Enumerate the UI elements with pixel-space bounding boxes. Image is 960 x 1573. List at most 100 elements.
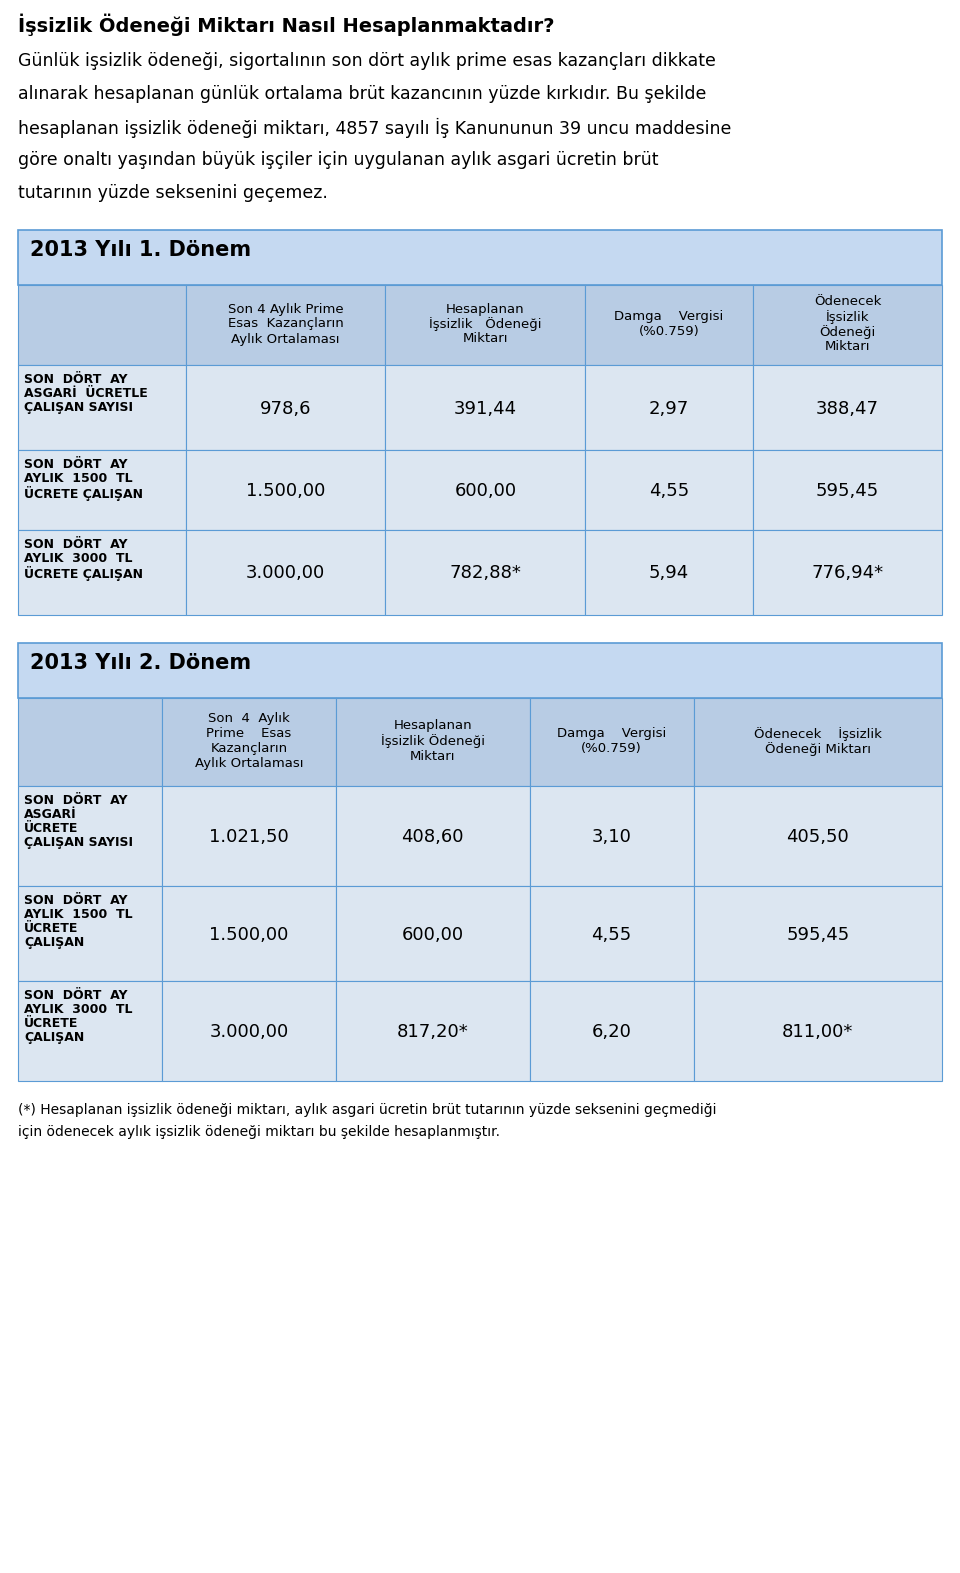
FancyBboxPatch shape [694,886,942,982]
Text: AYLIK  3000  TL: AYLIK 3000 TL [24,552,132,565]
FancyBboxPatch shape [18,365,185,450]
Text: alınarak hesaplanan günlük ortalama brüt kazancının yüzde kırkıdır. Bu şekilde: alınarak hesaplanan günlük ortalama brüt… [18,85,707,102]
FancyBboxPatch shape [385,450,586,530]
FancyBboxPatch shape [18,643,942,698]
FancyBboxPatch shape [162,886,336,982]
Text: ÜCRETE: ÜCRETE [24,1018,79,1030]
FancyBboxPatch shape [530,886,694,982]
Text: 391,44: 391,44 [454,400,517,417]
Text: SON  DÖRT  AY: SON DÖRT AY [24,989,128,1002]
FancyBboxPatch shape [586,365,753,450]
Text: ÜCRETE: ÜCRETE [24,823,79,835]
Text: 600,00: 600,00 [454,481,516,500]
Text: 408,60: 408,60 [401,827,464,846]
Text: (*) Hesaplanan işsizlik ödeneği miktarı, aylık asgari ücretin brüt tutarının yüz: (*) Hesaplanan işsizlik ödeneği miktarı,… [18,1103,716,1117]
Text: (%0.759): (%0.759) [638,326,700,338]
Text: İşsizlik Ödeneği: İşsizlik Ödeneği [381,735,485,749]
FancyBboxPatch shape [336,786,530,886]
Text: 3.000,00: 3.000,00 [246,565,325,582]
Text: ÇALIŞAN SAYISI: ÇALIŞAN SAYISI [24,835,133,849]
FancyBboxPatch shape [162,982,336,1081]
Text: İşsizlik Ödeneği Miktarı Nasıl Hesaplanmaktadır?: İşsizlik Ödeneği Miktarı Nasıl Hesaplanm… [18,14,555,36]
Text: 1.500,00: 1.500,00 [209,925,289,944]
Text: ÜCRETE ÇALIŞAN: ÜCRETE ÇALIŞAN [24,566,143,580]
FancyBboxPatch shape [18,982,162,1081]
Text: Esas  Kazançların: Esas Kazançların [228,318,344,330]
Text: ÜCRETE ÇALIŞAN: ÜCRETE ÇALIŞAN [24,486,143,500]
Text: Miktarı: Miktarı [825,340,870,352]
Text: Kazançların: Kazançların [210,742,288,755]
Text: 782,88*: 782,88* [449,565,521,582]
Text: ÇALIŞAN: ÇALIŞAN [24,936,84,949]
FancyBboxPatch shape [18,285,185,365]
FancyBboxPatch shape [162,698,336,786]
FancyBboxPatch shape [18,230,942,285]
Text: Damga    Vergisi: Damga Vergisi [557,727,666,739]
Text: 6,20: 6,20 [591,1022,632,1041]
Text: 4,55: 4,55 [591,925,632,944]
Text: SON  DÖRT  AY: SON DÖRT AY [24,794,128,807]
Text: 2013 Yılı 2. Dönem: 2013 Yılı 2. Dönem [30,653,252,673]
Text: için ödenecek aylık işsizlik ödeneği miktarı bu şekilde hesaplanmıştır.: için ödenecek aylık işsizlik ödeneği mik… [18,1125,500,1139]
FancyBboxPatch shape [694,698,942,786]
Text: 5,94: 5,94 [649,565,689,582]
FancyBboxPatch shape [530,982,694,1081]
FancyBboxPatch shape [336,698,530,786]
Text: ÇALIŞAN SAYISI: ÇALIŞAN SAYISI [24,401,133,414]
FancyBboxPatch shape [385,365,586,450]
Text: Aylık Ortalaması: Aylık Ortalaması [231,332,340,346]
Text: 405,50: 405,50 [786,827,850,846]
Text: AYLIK  1500  TL: AYLIK 1500 TL [24,472,132,484]
Text: Hesaplanan: Hesaplanan [394,719,472,733]
Text: Ödenecek: Ödenecek [814,296,881,308]
Text: 1.500,00: 1.500,00 [246,481,325,500]
Text: ASGARİ: ASGARİ [24,809,77,821]
FancyBboxPatch shape [185,450,385,530]
Text: Ödeneği Miktarı: Ödeneği Miktarı [765,742,871,757]
Text: ÇALIŞAN: ÇALIŞAN [24,1030,84,1044]
FancyBboxPatch shape [753,285,942,365]
FancyBboxPatch shape [185,285,385,365]
Text: AYLIK  3000  TL: AYLIK 3000 TL [24,1004,132,1016]
FancyBboxPatch shape [753,450,942,530]
Text: 2013 Yılı 1. Dönem: 2013 Yılı 1. Dönem [30,241,252,260]
FancyBboxPatch shape [586,285,753,365]
FancyBboxPatch shape [586,530,753,615]
Text: Miktarı: Miktarı [463,332,508,346]
Text: 3,10: 3,10 [591,827,632,846]
Text: Ödeneği: Ödeneği [819,326,876,338]
Text: SON  DÖRT  AY: SON DÖRT AY [24,373,128,385]
Text: Prime    Esas: Prime Esas [206,727,292,739]
Text: ÜCRETE: ÜCRETE [24,922,79,934]
Text: Miktarı: Miktarı [410,749,456,763]
FancyBboxPatch shape [18,886,162,982]
FancyBboxPatch shape [753,365,942,450]
Text: (%0.759): (%0.759) [581,742,642,755]
FancyBboxPatch shape [18,698,162,786]
Text: hesaplanan işsizlik ödeneği miktarı, 4857 sayılı İş Kanununun 39 uncu maddesine: hesaplanan işsizlik ödeneği miktarı, 485… [18,118,732,138]
Text: 388,47: 388,47 [816,400,879,417]
FancyBboxPatch shape [185,530,385,615]
FancyBboxPatch shape [385,530,586,615]
Text: Ödenecek    İşsizlik: Ödenecek İşsizlik [754,727,881,741]
Text: 776,94*: 776,94* [811,565,883,582]
FancyBboxPatch shape [385,285,586,365]
FancyBboxPatch shape [694,982,942,1081]
Text: 600,00: 600,00 [401,925,464,944]
Text: İşsizlik: İşsizlik [826,310,869,324]
Text: Hesaplanan: Hesaplanan [446,302,525,316]
Text: 595,45: 595,45 [786,925,850,944]
Text: 2,97: 2,97 [649,400,689,417]
FancyBboxPatch shape [18,786,162,886]
FancyBboxPatch shape [162,786,336,886]
FancyBboxPatch shape [586,450,753,530]
FancyBboxPatch shape [18,450,185,530]
Text: Günlük işsizlik ödeneği, sigortalının son dört aylık prime esas kazançları dikka: Günlük işsizlik ödeneği, sigortalının so… [18,52,716,71]
Text: Aylık Ortalaması: Aylık Ortalaması [195,757,303,771]
FancyBboxPatch shape [694,786,942,886]
FancyBboxPatch shape [185,365,385,450]
Text: SON  DÖRT  AY: SON DÖRT AY [24,458,128,470]
FancyBboxPatch shape [336,886,530,982]
Text: 817,20*: 817,20* [396,1022,468,1041]
Text: Damga    Vergisi: Damga Vergisi [614,310,724,322]
